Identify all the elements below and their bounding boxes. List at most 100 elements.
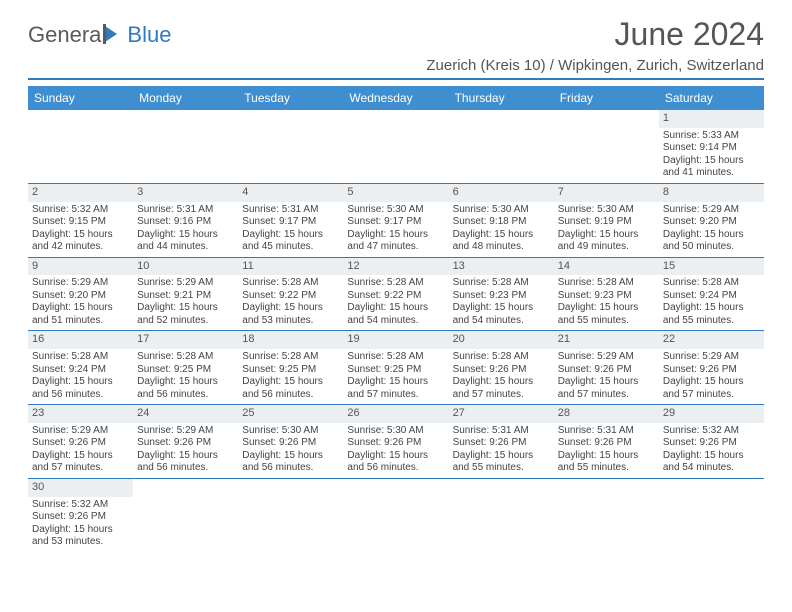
sunset-line: Sunset: 9:25 PM (242, 364, 339, 377)
day-number: 21 (554, 331, 659, 349)
sunrise-line: Sunrise: 5:29 AM (137, 425, 234, 438)
sunrise-line: Sunrise: 5:32 AM (663, 425, 760, 438)
sunrise-line: Sunrise: 5:31 AM (558, 425, 655, 438)
daylight-line: Daylight: 15 hours and 54 minutes. (453, 302, 550, 327)
day-number: 5 (343, 184, 448, 202)
day-number: 30 (28, 479, 133, 497)
sunrise-line: Sunrise: 5:28 AM (137, 351, 234, 364)
daylight-line: Daylight: 15 hours and 45 minutes. (242, 229, 339, 254)
calendar-day-cell: 30Sunrise: 5:32 AMSunset: 9:26 PMDayligh… (28, 478, 133, 551)
title-block: June 2024 Zuerich (Kreis 10) / Wipkingen… (426, 16, 764, 74)
sunset-line: Sunset: 9:24 PM (32, 364, 129, 377)
daylight-line: Daylight: 15 hours and 57 minutes. (32, 450, 129, 475)
calendar-day-cell: 29Sunrise: 5:32 AMSunset: 9:26 PMDayligh… (659, 405, 764, 479)
sunset-line: Sunset: 9:17 PM (347, 216, 444, 229)
header-rule (28, 78, 764, 80)
sunrise-line: Sunrise: 5:29 AM (137, 277, 234, 290)
location-text: Zuerich (Kreis 10) / Wipkingen, Zurich, … (426, 57, 764, 74)
day-number: 2 (28, 184, 133, 202)
calendar-day-cell: 17Sunrise: 5:28 AMSunset: 9:25 PMDayligh… (133, 331, 238, 405)
calendar-day-cell (28, 110, 133, 183)
day-number: 14 (554, 258, 659, 276)
day-number: 12 (343, 258, 448, 276)
calendar-day-cell (133, 110, 238, 183)
weekday-header: Saturday (659, 86, 764, 110)
calendar-page: Genera Blue June 2024 Zuerich (Kreis 10)… (0, 0, 792, 552)
sunset-line: Sunset: 9:19 PM (558, 216, 655, 229)
calendar-day-cell: 26Sunrise: 5:30 AMSunset: 9:26 PMDayligh… (343, 405, 448, 479)
calendar-day-cell: 8Sunrise: 5:29 AMSunset: 9:20 PMDaylight… (659, 183, 764, 257)
day-number: 18 (238, 331, 343, 349)
calendar-day-cell: 22Sunrise: 5:29 AMSunset: 9:26 PMDayligh… (659, 331, 764, 405)
day-number: 9 (28, 258, 133, 276)
sunrise-line: Sunrise: 5:30 AM (347, 204, 444, 217)
sunset-line: Sunset: 9:26 PM (242, 437, 339, 450)
calendar-day-cell (343, 478, 448, 551)
sunset-line: Sunset: 9:14 PM (663, 142, 760, 155)
daylight-line: Daylight: 15 hours and 53 minutes. (242, 302, 339, 327)
day-number: 6 (449, 184, 554, 202)
day-number: 8 (659, 184, 764, 202)
weekday-header: Sunday (28, 86, 133, 110)
calendar-day-cell: 16Sunrise: 5:28 AMSunset: 9:24 PMDayligh… (28, 331, 133, 405)
sunset-line: Sunset: 9:25 PM (347, 364, 444, 377)
weekday-header: Thursday (449, 86, 554, 110)
sunset-line: Sunset: 9:17 PM (242, 216, 339, 229)
daylight-line: Daylight: 15 hours and 57 minutes. (347, 376, 444, 401)
calendar-week-row: 16Sunrise: 5:28 AMSunset: 9:24 PMDayligh… (28, 331, 764, 405)
daylight-line: Daylight: 15 hours and 51 minutes. (32, 302, 129, 327)
weekday-header: Tuesday (238, 86, 343, 110)
weekday-header: Monday (133, 86, 238, 110)
daylight-line: Daylight: 15 hours and 41 minutes. (663, 155, 760, 180)
sunset-line: Sunset: 9:26 PM (32, 511, 129, 524)
sunrise-line: Sunrise: 5:28 AM (242, 277, 339, 290)
calendar-day-cell: 24Sunrise: 5:29 AMSunset: 9:26 PMDayligh… (133, 405, 238, 479)
sunset-line: Sunset: 9:26 PM (137, 437, 234, 450)
sunset-line: Sunset: 9:26 PM (558, 437, 655, 450)
day-number: 23 (28, 405, 133, 423)
day-number: 27 (449, 405, 554, 423)
sunrise-line: Sunrise: 5:29 AM (663, 351, 760, 364)
brand-part1: Genera (28, 22, 101, 48)
sunrise-line: Sunrise: 5:28 AM (347, 351, 444, 364)
daylight-line: Daylight: 15 hours and 56 minutes. (347, 450, 444, 475)
sunset-line: Sunset: 9:16 PM (137, 216, 234, 229)
daylight-line: Daylight: 15 hours and 52 minutes. (137, 302, 234, 327)
weekday-header: Friday (554, 86, 659, 110)
daylight-line: Daylight: 15 hours and 44 minutes. (137, 229, 234, 254)
sunrise-line: Sunrise: 5:28 AM (663, 277, 760, 290)
daylight-line: Daylight: 15 hours and 57 minutes. (663, 376, 760, 401)
day-number: 22 (659, 331, 764, 349)
calendar-week-row: 30Sunrise: 5:32 AMSunset: 9:26 PMDayligh… (28, 478, 764, 551)
sunrise-line: Sunrise: 5:30 AM (347, 425, 444, 438)
weekday-header-row: Sunday Monday Tuesday Wednesday Thursday… (28, 86, 764, 110)
daylight-line: Daylight: 15 hours and 56 minutes. (242, 450, 339, 475)
calendar-day-cell: 1Sunrise: 5:33 AMSunset: 9:14 PMDaylight… (659, 110, 764, 183)
calendar-day-cell (659, 478, 764, 551)
sunset-line: Sunset: 9:26 PM (453, 437, 550, 450)
day-number: 19 (343, 331, 448, 349)
day-number: 4 (238, 184, 343, 202)
sunrise-line: Sunrise: 5:28 AM (558, 277, 655, 290)
calendar-day-cell: 7Sunrise: 5:30 AMSunset: 9:19 PMDaylight… (554, 183, 659, 257)
sunset-line: Sunset: 9:26 PM (558, 364, 655, 377)
calendar-day-cell: 20Sunrise: 5:28 AMSunset: 9:26 PMDayligh… (449, 331, 554, 405)
sunset-line: Sunset: 9:15 PM (32, 216, 129, 229)
calendar-day-cell: 11Sunrise: 5:28 AMSunset: 9:22 PMDayligh… (238, 257, 343, 331)
sunrise-line: Sunrise: 5:28 AM (453, 351, 550, 364)
daylight-line: Daylight: 15 hours and 54 minutes. (347, 302, 444, 327)
calendar-day-cell (238, 478, 343, 551)
sunset-line: Sunset: 9:20 PM (663, 216, 760, 229)
sunrise-line: Sunrise: 5:32 AM (32, 204, 129, 217)
day-number: 1 (659, 110, 764, 128)
day-number: 29 (659, 405, 764, 423)
sunset-line: Sunset: 9:22 PM (347, 290, 444, 303)
day-number: 20 (449, 331, 554, 349)
day-number: 25 (238, 405, 343, 423)
calendar-day-cell: 23Sunrise: 5:29 AMSunset: 9:26 PMDayligh… (28, 405, 133, 479)
weekday-header: Wednesday (343, 86, 448, 110)
sunset-line: Sunset: 9:24 PM (663, 290, 760, 303)
calendar-day-cell: 10Sunrise: 5:29 AMSunset: 9:21 PMDayligh… (133, 257, 238, 331)
sunset-line: Sunset: 9:20 PM (32, 290, 129, 303)
sunrise-line: Sunrise: 5:29 AM (663, 204, 760, 217)
